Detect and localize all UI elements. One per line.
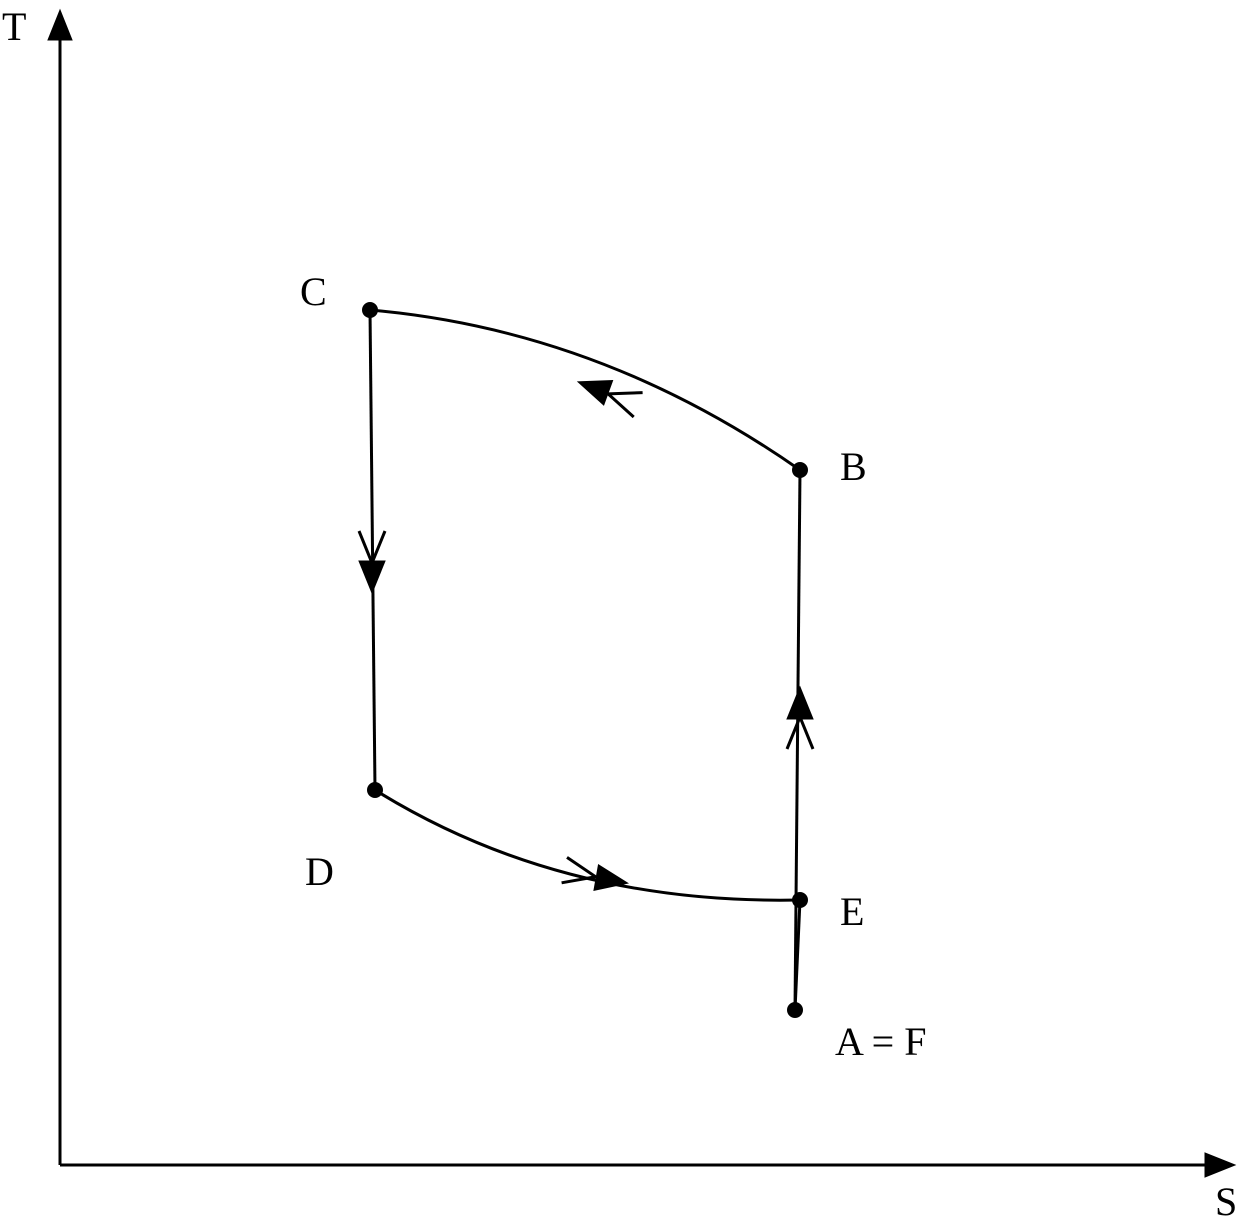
arrow-D-E: [594, 865, 630, 896]
node-C: [362, 302, 378, 318]
label-B: B: [840, 444, 867, 489]
y-axis-arrow: [48, 10, 72, 40]
label-A: A = F: [835, 1019, 926, 1064]
node-B: [792, 462, 808, 478]
y-axis-label: T: [2, 4, 26, 49]
x-axis-arrow: [1205, 1153, 1235, 1177]
x-axis-label: S: [1215, 1179, 1237, 1224]
node-E: [792, 892, 808, 908]
node-D: [367, 782, 383, 798]
arrow-B-C: [574, 370, 613, 405]
ts-diagram: T S: [0, 0, 1240, 1225]
node-A: [787, 1002, 803, 1018]
edge-C-D: [370, 310, 375, 790]
edge-B-C: [370, 310, 800, 470]
label-D: D: [305, 849, 334, 894]
label-E: E: [840, 889, 864, 934]
arrow-A-B-2: [787, 717, 813, 749]
label-C: C: [300, 269, 327, 314]
diagram-svg: T S: [0, 0, 1240, 1225]
edge-D-E: [375, 790, 800, 900]
